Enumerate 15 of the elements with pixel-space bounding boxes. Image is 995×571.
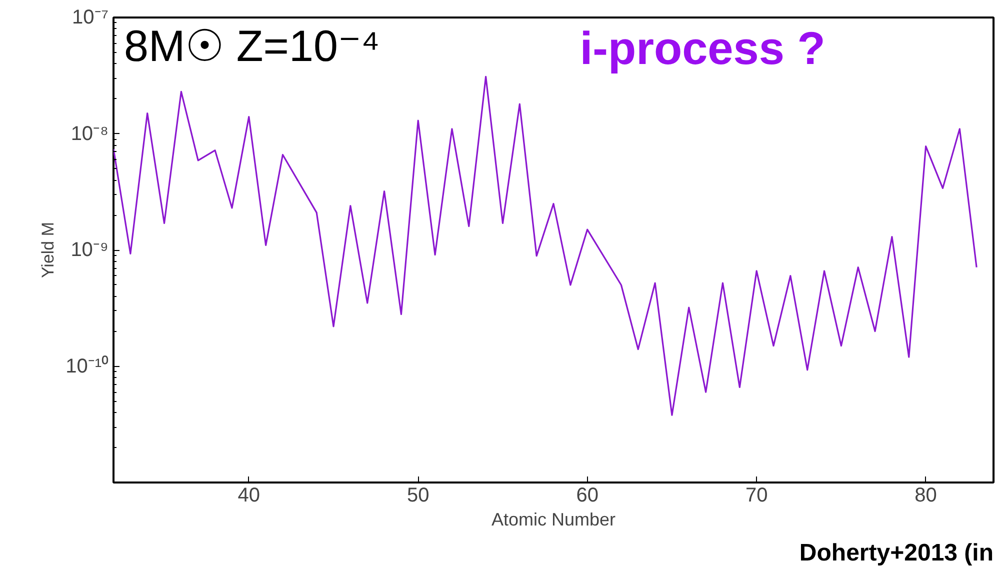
y-tick-label: 10⁻⁷	[72, 6, 108, 28]
annotation: 8M☉ Z=10⁻⁴	[124, 22, 380, 72]
annotation: i-process ?	[580, 22, 826, 74]
text: Doherty+2013 (in	[799, 540, 994, 566]
line-series	[114, 76, 978, 416]
x-tick-label: 70	[745, 484, 768, 506]
x-tick-label: 60	[576, 484, 598, 506]
x-tick-label: 40	[238, 484, 260, 506]
x-axis-title: Atomic Number	[491, 510, 616, 530]
x-tick-label: 50	[406, 484, 430, 506]
x-tick-label: 80	[914, 484, 937, 506]
y-tick-label: 10⁻¹⁰	[66, 354, 108, 378]
y-tick-label: 10⁻⁹	[70, 239, 108, 261]
y-axis-title: Yield M	[38, 222, 58, 278]
y-tick-label: 10⁻⁸	[70, 122, 109, 145]
